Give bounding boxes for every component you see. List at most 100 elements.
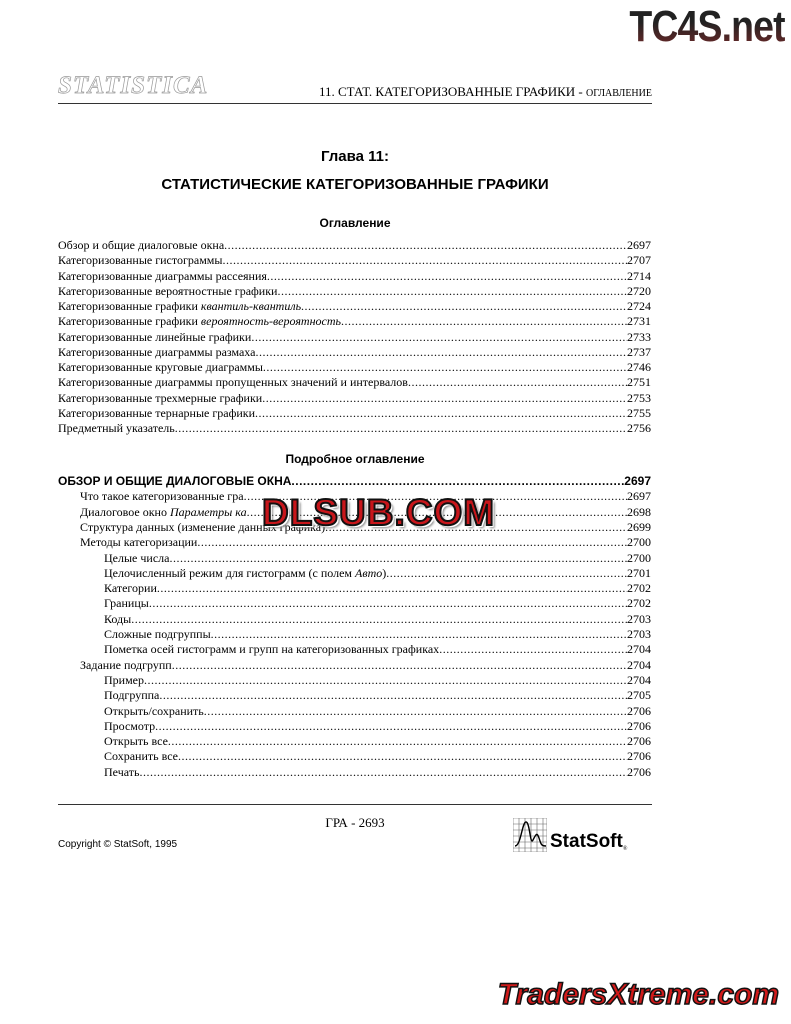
dot-leader <box>197 535 627 550</box>
toc-entry[interactable]: Предметный указатель 2756 <box>58 421 651 436</box>
toc-entry[interactable]: Целые числа 2700 <box>104 551 651 566</box>
toc-entry-page: 2706 <box>627 749 651 764</box>
toc-entry[interactable]: Печать 2706 <box>104 765 651 780</box>
toc-entry[interactable]: Категоризованные диаграммы размаха 2737 <box>58 345 651 360</box>
dot-leader <box>159 688 627 703</box>
toc-entry-page: 2724 <box>627 299 651 313</box>
toc-entry-text: Категоризованные тернарные графики <box>58 405 256 420</box>
contents-heading: Оглавление <box>319 216 391 230</box>
detailed-heading: Подробное оглавление <box>285 452 425 466</box>
toc-entry[interactable]: Обзор и общие диалоговые окна 2697 <box>58 238 651 253</box>
toc-entry-page: 2702 <box>627 581 651 596</box>
toc-entry[interactable]: Открыть все 2706 <box>104 734 651 749</box>
dot-leader <box>157 581 627 596</box>
toc-entry[interactable]: Открыть/сохранить 2706 <box>104 704 651 719</box>
toc-entry-text: Открыть все <box>104 734 168 749</box>
toc-entry-text: Диалоговое окно <box>80 504 170 519</box>
toc-entry[interactable]: Просмотр 2706 <box>104 719 651 734</box>
toc-entry[interactable]: Пример 2704 <box>104 673 651 688</box>
dot-leader <box>408 375 627 390</box>
toc-entry[interactable]: Категоризованные вероятностные графики 27… <box>58 284 651 299</box>
copyright: Copyright © StatSoft, 1995 <box>58 839 178 850</box>
toc-entry-title: Диалоговое окно Параметры ка <box>80 505 247 520</box>
toc-entry-page: 2706 <box>627 718 651 733</box>
header-rule <box>58 103 652 104</box>
toc-entry-title: Пример <box>104 673 144 688</box>
toc-entry-text: Обзор и общие диалоговые окна <box>58 238 225 252</box>
dot-leader <box>263 360 627 375</box>
toc-entry[interactable]: Подгруппа 2705 <box>104 688 651 703</box>
dot-leader <box>169 551 627 566</box>
dot-leader <box>291 474 624 489</box>
toc-entry[interactable]: Категоризованные линейные графики 2733 <box>58 330 651 345</box>
toc-entry-page: 2706 <box>627 734 651 749</box>
statsoft-logo: StatSoft ® <box>513 818 627 852</box>
toc-entry[interactable]: Сохранить все 2706 <box>104 749 651 764</box>
toc-entry[interactable]: Категоризованные диаграммы рассеяния 2714 <box>58 269 651 284</box>
toc-entry[interactable]: Категоризованные тернарные графики 2755 <box>58 406 651 421</box>
dot-leader <box>251 330 627 345</box>
toc-entry-page: 2756 <box>627 421 651 435</box>
toc-entry-title: Подгруппа <box>104 688 159 703</box>
toc-entry[interactable]: Методы категоризации 2700 <box>80 535 651 550</box>
toc-entry-italic: квантиль-квантиль <box>200 299 302 313</box>
toc-entry-text: Категоризованные гистограммы <box>58 253 223 268</box>
toc-entry[interactable]: Коды 2703 <box>104 612 651 627</box>
toc-entry[interactable]: Категоризованные гистограммы 2707 <box>58 253 651 268</box>
running-title: 11. СТАТ. КАТЕГОРИЗОВАННЫЕ ГРАФИКИ - <box>318 84 586 99</box>
toc-entry-title: Задание подгрупп <box>80 658 172 673</box>
toc-entry[interactable]: Границы 2702 <box>104 596 651 611</box>
toc-entry-page: 2701 <box>627 565 651 580</box>
toc-entry-title: Категоризованные диаграммы размаха <box>58 345 255 360</box>
footer-rule <box>58 804 652 805</box>
toc-entry-page: 2714 <box>627 268 651 283</box>
toc-entry[interactable]: Категоризованные графики квантиль-кванти… <box>58 299 651 314</box>
toc-entry-title: Пометка осей гистограмм и групп на катег… <box>104 642 439 657</box>
toc-entry[interactable]: Категоризованные трехмерные графики 2753 <box>58 391 651 406</box>
dot-leader <box>341 314 627 329</box>
toc-entry[interactable]: Что такое категоризованные гра 2697 <box>80 489 651 504</box>
toc-entry[interactable]: Сложные подгруппы 2703 <box>104 627 651 642</box>
toc-entry[interactable]: Категоризованные графики вероятность-вер… <box>58 314 651 329</box>
toc-entry-text: Структура данных (изменение данных графи… <box>80 519 326 534</box>
toc-entry-text: Печать <box>104 764 140 779</box>
dot-leader <box>255 406 627 421</box>
toc-entry-text: Коды <box>104 611 132 626</box>
toc-entry-page: 2705 <box>627 688 651 703</box>
toc-entry[interactable]: ОБЗОР И ОБЩИЕ ДИАЛОГОВЫЕ ОКНА 2697 <box>58 474 651 489</box>
toc-entry-tail: ) <box>382 565 387 580</box>
toc-entry-text: Категоризованные трехмерные графики <box>58 390 263 405</box>
dot-leader <box>267 269 627 284</box>
page-number: ГРА - 2693 <box>325 815 385 830</box>
toc-entry-page: 2702 <box>627 596 651 611</box>
toc-entry-title: Категоризованные вероятностные графики <box>58 284 277 299</box>
toc-entry-text: Методы категоризации <box>80 535 198 550</box>
toc-entry[interactable]: Категоризованные круговые диаграммы 2746 <box>58 360 651 375</box>
dot-leader <box>155 719 627 734</box>
dot-leader <box>439 642 627 657</box>
watermark-tc4s: TC4S.net <box>629 2 786 51</box>
toc-entry[interactable]: Целочисленный режим для гистограмм (с по… <box>104 566 651 581</box>
toc-entry-title: Категоризованные тернарные графики <box>58 406 255 421</box>
toc-entry[interactable]: Пометка осей гистограмм и групп на катег… <box>104 642 651 657</box>
toc-entry[interactable]: Задание подгрупп 2704 <box>80 658 651 673</box>
toc-entry[interactable]: Категории 2702 <box>104 581 651 596</box>
registered-mark: ® <box>622 846 628 852</box>
toc-entry-page: 2720 <box>627 283 651 298</box>
watermark-dlsub: DLSUB.COM <box>261 491 496 534</box>
running-header: 11. СТАТ. КАТЕГОРИЗОВАННЫЕ ГРАФИКИ - ОГЛ… <box>300 84 652 100</box>
toc-entry-title: Структура данных (изменение данных графи… <box>80 520 325 535</box>
toc-entry-title: Категоризованные графики квантиль-кванти… <box>58 299 301 314</box>
toc-entry[interactable]: Категоризованные диаграммы пропущенных з… <box>58 375 651 390</box>
toc-entry-title: Сохранить все <box>104 749 178 764</box>
toc-entry[interactable]: Диалоговое окно Параметры ка 2698 <box>80 505 651 520</box>
toc-entry-italic: Параметры ка <box>169 504 247 519</box>
dot-leader <box>144 673 627 688</box>
toc-entry-title: Что такое категоризованные гра <box>80 489 244 504</box>
toc-entry-title: Просмотр <box>104 719 155 734</box>
toc-entry[interactable]: Структура данных (изменение данных графи… <box>80 520 651 535</box>
dot-leader <box>386 566 627 581</box>
toc-entry-title: Печать <box>104 765 139 780</box>
toc-entry-title: Категоризованные линейные графики <box>58 330 251 345</box>
toc-entry-italic: Авто <box>355 565 383 580</box>
